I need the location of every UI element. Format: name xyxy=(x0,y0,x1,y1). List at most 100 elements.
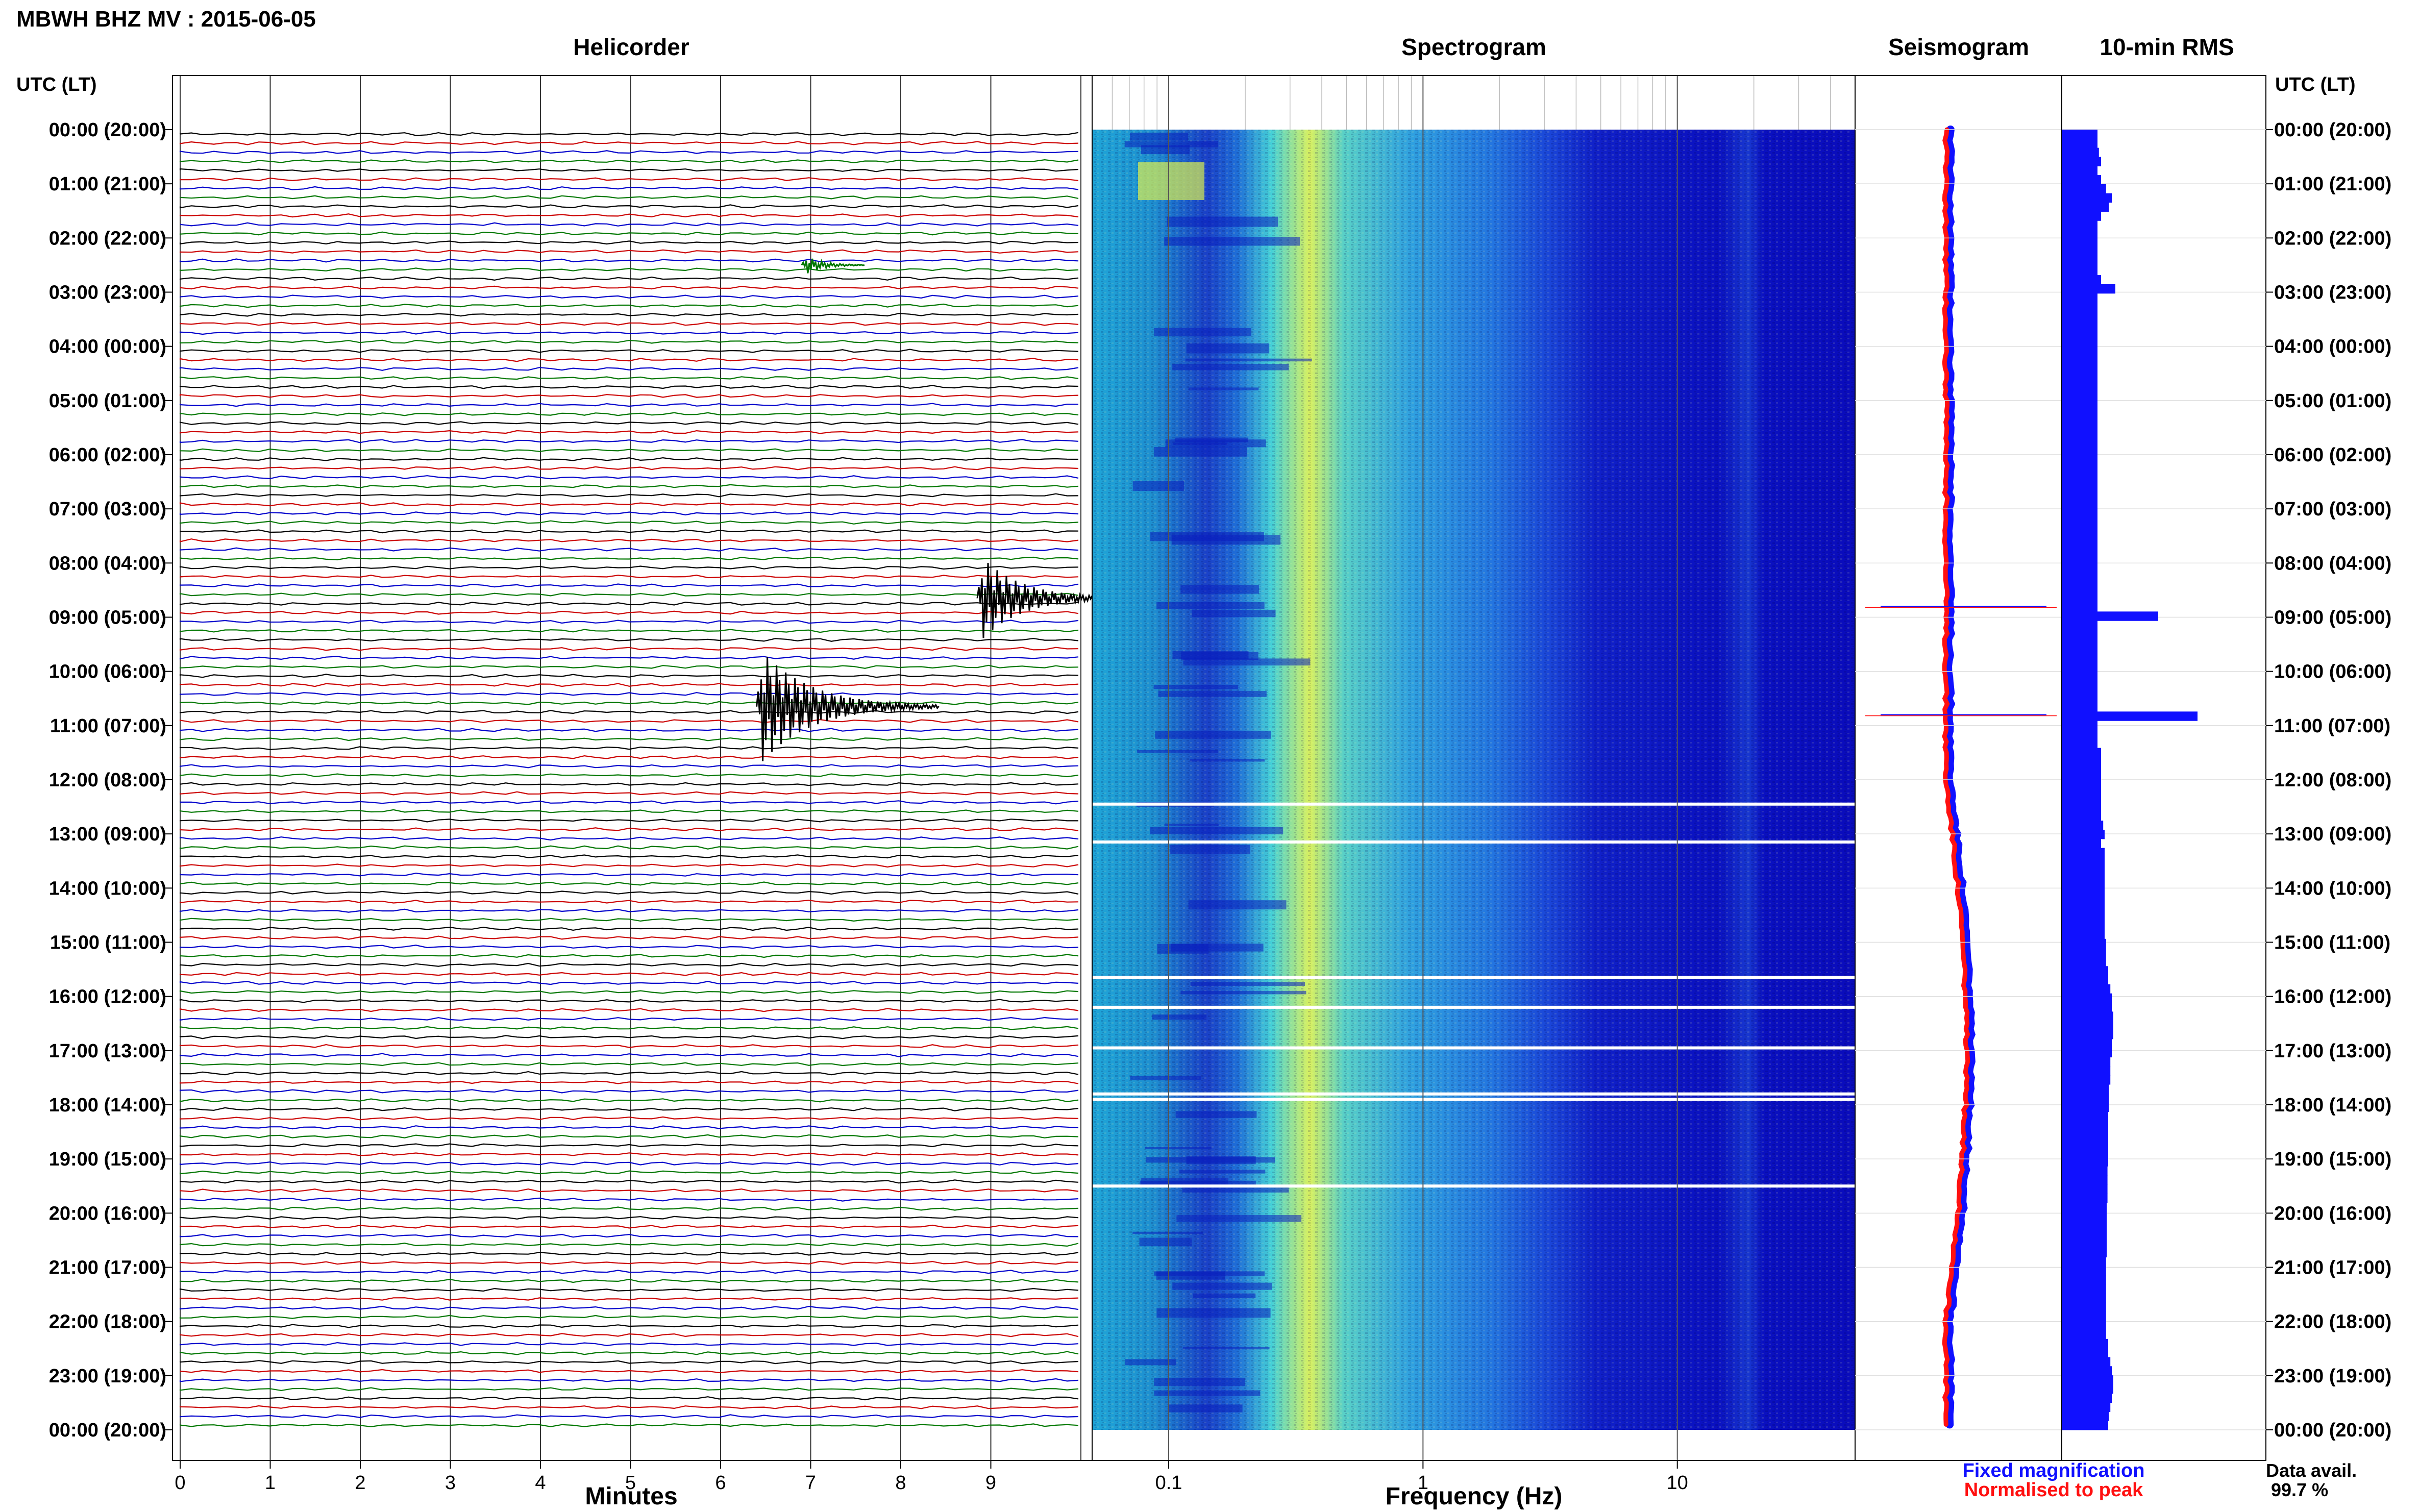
spectrogram-band xyxy=(1145,1147,1212,1150)
helicorder-trace xyxy=(179,674,1079,678)
spectrogram-gap xyxy=(1092,802,1855,806)
helicorder-trace xyxy=(179,575,1079,579)
helicorder-trace xyxy=(179,1179,1079,1184)
spectrogram-gap xyxy=(1092,1046,1855,1050)
helicorder-trace xyxy=(179,818,1078,823)
helicorder-trace xyxy=(179,845,1079,850)
seismogram-normalised-trace xyxy=(1942,127,1970,1427)
time-tick-label-right: 14:00 (10:00) xyxy=(2274,878,2391,899)
spectrogram-band xyxy=(1172,364,1289,370)
helicorder-trace xyxy=(179,656,1079,660)
helicorder-trace xyxy=(179,1089,1079,1094)
rms-bar xyxy=(2062,257,2097,266)
helicorder-trace xyxy=(179,403,1079,407)
time-tick-label-left: 16:00 (12:00) xyxy=(49,986,166,1008)
rms-bar xyxy=(2062,530,2097,539)
helicorder-trace xyxy=(179,412,1079,416)
rms-bar xyxy=(2062,921,2105,930)
rms-bar xyxy=(2062,402,2097,412)
spectrogram-band xyxy=(1176,1215,1302,1222)
helicorder-trace xyxy=(179,1026,1079,1030)
minute-tick-label: 0 xyxy=(175,1472,185,1494)
helicorder-trace xyxy=(179,1080,1079,1084)
spectrogram-band xyxy=(1172,651,1249,659)
spectrogram-band xyxy=(1193,1293,1256,1299)
rms-bar xyxy=(2062,948,2106,958)
time-tick-label-right: 15:00 (11:00) xyxy=(2274,932,2390,954)
helicorder-event xyxy=(756,657,940,761)
spectrogram-band xyxy=(1171,535,1281,545)
helicorder-trace xyxy=(179,529,1079,534)
rms-bar xyxy=(2062,993,2112,1003)
helicorder-trace xyxy=(179,1008,1079,1012)
rms-bar xyxy=(2062,1275,2106,1285)
rms-bar xyxy=(2062,420,2097,430)
rms-bar xyxy=(2062,293,2097,303)
helicorder-trace xyxy=(179,349,1079,353)
rms-bar xyxy=(2062,520,2097,530)
helicorder-trace xyxy=(179,999,1079,1003)
time-tick-label-right: 09:00 (05:00) xyxy=(2274,607,2391,629)
spectrogram-band xyxy=(1154,1378,1245,1386)
rms-bar xyxy=(2062,802,2101,812)
rms-bar xyxy=(2062,338,2097,349)
rms-bar xyxy=(2062,748,2101,758)
helicorder-trace xyxy=(179,1125,1079,1130)
helicorder-trace xyxy=(179,1342,1079,1346)
rms-bar xyxy=(2062,766,2101,776)
rms-panel xyxy=(2061,75,2266,1461)
rms-bar xyxy=(2062,875,2105,885)
rms-bar xyxy=(2062,693,2097,703)
data-avail-value: 99.7 % xyxy=(2271,1479,2328,1500)
time-tick-label-left: 04:00 (00:00) xyxy=(49,336,166,358)
spectrogram-band xyxy=(1146,1157,1275,1163)
rms-bar xyxy=(2062,1011,2113,1021)
rms-bar xyxy=(2062,1421,2108,1430)
rms-bar xyxy=(2062,1175,2108,1185)
spectrogram-texture xyxy=(1092,130,1855,1430)
rms-bar xyxy=(2062,811,2101,821)
rms-bar xyxy=(2062,893,2105,903)
time-tick-label-left: 11:00 (07:00) xyxy=(50,715,166,737)
helicorder-trace xyxy=(179,1243,1079,1247)
time-tick-label-right: 10:00 (06:00) xyxy=(2274,661,2391,683)
rms-bar xyxy=(2062,584,2097,594)
rms-bar xyxy=(2062,548,2097,558)
minutes-axis-label: Minutes xyxy=(585,1483,677,1510)
minute-tick-label: 1 xyxy=(265,1472,276,1494)
helicorder-trace xyxy=(179,1233,1079,1238)
helicorder-trace xyxy=(179,719,1079,724)
helicorder-trace xyxy=(180,1369,1079,1374)
rms-bar xyxy=(2062,1202,2107,1212)
time-tick-label-right: 00:00 (20:00) xyxy=(2274,1420,2391,1441)
helicorder-trace xyxy=(179,610,1079,615)
time-tick-label-right: 23:00 (19:00) xyxy=(2274,1366,2391,1387)
rms-bar xyxy=(2062,330,2097,339)
helicorder-trace xyxy=(180,222,1079,227)
rms-bar xyxy=(2062,184,2106,194)
rms-bar xyxy=(2062,1384,2113,1394)
time-tick-label-left: 20:00 (16:00) xyxy=(49,1203,166,1224)
spectrogram-gap xyxy=(1092,1098,1855,1101)
spectrogram-band xyxy=(1167,216,1278,227)
helicorder-trace xyxy=(179,800,1079,805)
rms-bar xyxy=(2062,1166,2108,1176)
rms-bar xyxy=(2062,1148,2108,1158)
rms-bar xyxy=(2062,648,2097,658)
rms-bar xyxy=(2062,630,2097,639)
time-tick-label-right: 11:00 (07:00) xyxy=(2274,715,2390,737)
helicorder-trace xyxy=(179,457,1079,461)
helicorder-trace xyxy=(179,1315,1079,1319)
utc-left-label: UTC (LT) xyxy=(16,74,97,95)
time-tick-label-right: 07:00 (03:00) xyxy=(2274,499,2391,520)
spectrogram-band xyxy=(1125,1359,1176,1366)
spectrogram-band xyxy=(1157,944,1209,954)
spectrogram-band xyxy=(1153,447,1247,457)
data-avail-label: Data avail. xyxy=(2266,1460,2357,1481)
spectrogram-gap xyxy=(1092,1184,1855,1188)
frequency-axis-label: Frequency (Hz) xyxy=(1386,1483,1563,1510)
helicorder-trace xyxy=(179,918,1079,922)
rms-bar xyxy=(2062,1030,2113,1039)
helicorder-trace xyxy=(179,637,1079,642)
